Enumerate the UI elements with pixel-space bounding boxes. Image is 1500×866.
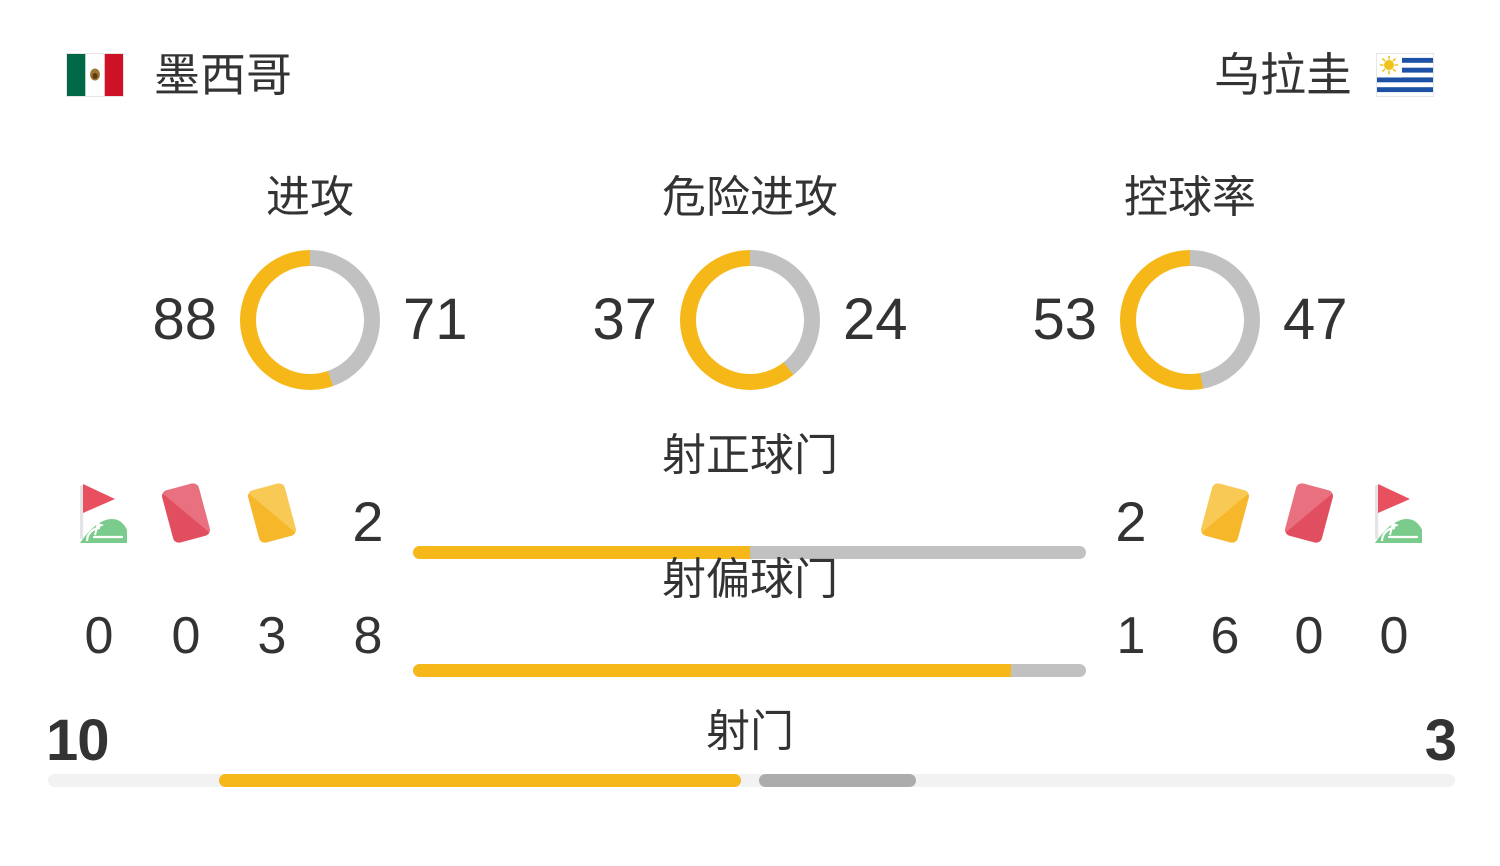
attacks-donut-block: 进攻 88 71 — [134, 176, 486, 390]
away-yellow-cards-value: 6 — [1210, 607, 1240, 665]
shots-on-target-bar — [413, 546, 1086, 559]
possession-away-value: 47 — [1283, 287, 1348, 352]
dangerous-attacks-donut-block: 危险进攻 37 24 — [574, 176, 926, 390]
away-team-name: 乌拉圭 — [1214, 49, 1352, 101]
dangerous-attacks-title: 危险进攻 — [662, 173, 838, 222]
red-card-icon — [1285, 483, 1333, 543]
shots-off-target-bar — [413, 664, 1086, 677]
shots-on-target-home-value: 2 — [352, 490, 384, 553]
shots-home-value: 10 — [46, 708, 110, 773]
away-corners-value: 0 — [1379, 607, 1409, 665]
dangerous-attacks-donut-chart — [680, 250, 820, 390]
red-card-icon — [162, 483, 210, 543]
away-red-cards-value: 0 — [1294, 607, 1324, 665]
shots-on-target-away-value: 2 — [1115, 490, 1147, 553]
shots-track — [48, 774, 1455, 787]
dangerous-attacks-home-value: 37 — [592, 287, 657, 352]
attacks-title: 进攻 — [266, 173, 354, 222]
possession-donut-chart — [1120, 250, 1260, 390]
possession-home-value: 53 — [1032, 287, 1097, 352]
home-yellow-cards-value: 3 — [257, 607, 287, 665]
dangerous-attacks-away-value: 24 — [843, 287, 908, 352]
shots-off-target-home-value: 8 — [353, 607, 383, 665]
home-red-cards-value: 0 — [171, 607, 201, 665]
attacks-away-value: 71 — [403, 287, 468, 352]
shots-off-target-away-value: 1 — [1116, 607, 1146, 665]
away-team-header: 乌拉圭 — [1214, 52, 1434, 98]
shots-on-target-home-fill — [413, 546, 750, 559]
shots-home-bar — [219, 774, 741, 787]
shots-off-target-home-fill — [413, 664, 1012, 677]
attacks-donut-chart — [240, 250, 380, 390]
yellow-card-icon — [248, 483, 296, 543]
possession-donut-block: 控球率 53 47 — [1014, 176, 1366, 390]
donut-hole — [256, 266, 364, 374]
away-discipline-icons — [1197, 481, 1423, 545]
corner-flag-icon — [1375, 484, 1422, 543]
donut-hole — [696, 266, 804, 374]
shots-away-value: 3 — [1424, 708, 1457, 773]
yellow-card-icon — [1201, 483, 1249, 543]
shots-off-target-title: 射偏球门 — [662, 555, 838, 604]
home-team-name: 墨西哥 — [154, 49, 292, 101]
donut-hole — [1136, 266, 1244, 374]
corner-flag-icon — [80, 484, 127, 543]
attacks-home-value: 88 — [152, 287, 217, 352]
mexico-flag-icon — [66, 53, 124, 97]
shots-on-target-title: 射正球门 — [662, 431, 838, 480]
home-team-header: 墨西哥 — [66, 52, 292, 98]
shots-away-bar — [759, 774, 916, 787]
uruguay-flag-icon — [1376, 53, 1434, 97]
home-corners-value: 0 — [84, 607, 114, 665]
possession-title: 控球率 — [1124, 173, 1256, 222]
shots-title: 射门 — [706, 707, 794, 756]
home-discipline-icons — [70, 481, 300, 545]
